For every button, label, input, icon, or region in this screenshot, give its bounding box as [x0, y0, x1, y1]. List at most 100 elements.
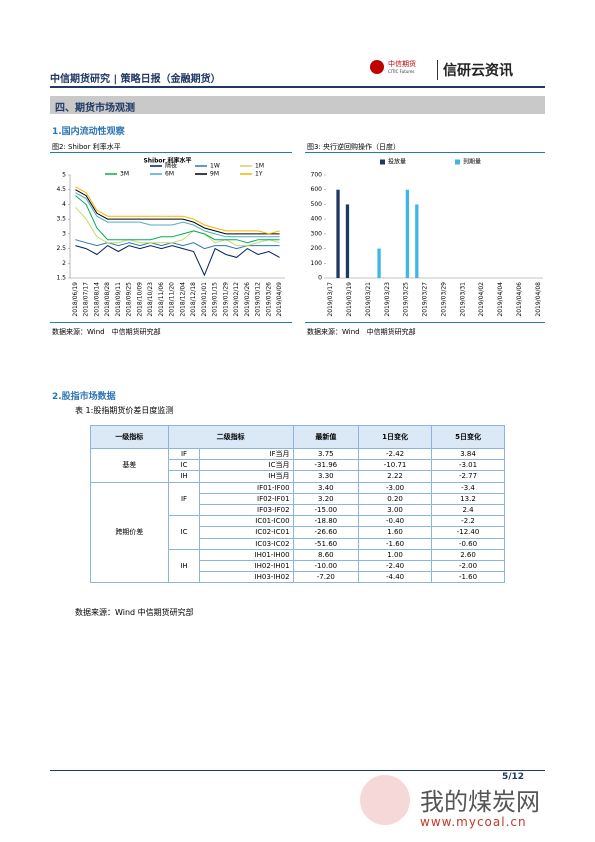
bar — [405, 189, 410, 278]
table-cell: 2.4 — [431, 503, 505, 517]
figure-caption: 图2: Shibor 利率水平 — [52, 143, 121, 151]
rule — [305, 322, 545, 323]
divider — [437, 60, 438, 80]
legend-label: 1Y — [255, 171, 263, 178]
x-tick-label: 2018/08/28 — [104, 282, 111, 317]
x-tick-label: 2019/02/12 — [233, 282, 240, 317]
rule — [305, 152, 545, 153]
table-cell: 基差 — [90, 448, 169, 483]
table-cell: IH02-IH01 — [199, 559, 294, 573]
table-row: 基差 IF IF当月 3.75 -2.42 3.84 — [90, 447, 505, 483]
table-cell: 3.40 — [292, 481, 360, 494]
table-cell: -26.60 — [292, 526, 360, 539]
table-cell: -2.77 — [431, 470, 505, 483]
x-tick-label: 2019/03/19 — [346, 282, 353, 317]
section-bar — [50, 96, 545, 114]
table-row: IF03-IF02 -15.00 3.00 2.4 — [91, 503, 505, 517]
table-cell: 3.30 — [292, 470, 360, 483]
legend-swatch — [455, 159, 460, 165]
y-tick-label: 500 — [311, 201, 323, 208]
table-cell: IF当月 — [199, 447, 294, 461]
x-tick-label: 2018/10/09 — [136, 282, 143, 317]
table-cell: IC — [167, 515, 201, 550]
x-tick-label: 2019/04/08 — [535, 282, 542, 317]
table-header: 5日变化 — [431, 425, 505, 449]
x-tick-label: 2019/04/04 — [497, 282, 504, 317]
table-cell: IC02-IC01 — [199, 526, 294, 539]
watermark-logo — [360, 775, 410, 825]
header-title: 中信期货研究 | 策略日报（金融期货） — [50, 74, 221, 85]
rule — [50, 322, 292, 323]
header-rule — [50, 86, 545, 88]
y-tick-label: 5 — [62, 172, 66, 179]
source: 数据来源：Wind 中信期货研究部 — [52, 328, 161, 336]
bar — [345, 204, 350, 278]
table-cell: -1.60 — [358, 537, 433, 550]
table-cell: -51.60 — [292, 537, 360, 550]
x-tick-label: 2018/06/19 — [72, 282, 79, 317]
table: 一级指标 二级指标 最新值 1日变化 5日变化 基差 IF IF当月 3.75 -2.42 3.84… — [90, 425, 505, 584]
logo-icon — [370, 60, 384, 74]
line-series — [75, 207, 280, 247]
x-tick-label: 2019/04/02 — [478, 282, 485, 317]
table-row: 一级指标 二级指标 最新值 1日变化 5日变化 — [90, 425, 505, 449]
table-cell: -3.01 — [431, 459, 505, 472]
bar — [415, 204, 419, 278]
table-cell: IC — [167, 459, 201, 472]
table-cell: 0.20 — [358, 492, 433, 505]
y-tick-label: 100 — [311, 260, 323, 267]
x-tick-label: 2018/08/14 — [93, 282, 100, 317]
x-tick-label: 2019/01/01 — [201, 282, 208, 317]
x-tick-label: 2019/03/23 — [384, 282, 391, 317]
logo-en: CITIC Futures — [388, 69, 415, 74]
table-cell: 13.2 — [431, 492, 505, 505]
table-cell: -18.80 — [292, 515, 360, 528]
table-cell: 2.22 — [358, 470, 433, 483]
x-tick-label: 2019/01/29 — [222, 282, 229, 317]
table-cell: IF01-IF00 — [199, 481, 294, 494]
table-cell: IC01-IC00 — [199, 515, 294, 528]
table-cell: IH当月 — [199, 470, 294, 483]
y-tick-label: 2.5 — [56, 245, 66, 252]
x-tick-label: 2019/03/12 — [255, 282, 262, 317]
legend-label: 投放量 — [388, 158, 406, 166]
table-header: 一级指标 — [90, 425, 169, 449]
x-tick-label: 2018/11/06 — [158, 282, 165, 317]
x-tick-label: 2019/03/26 — [265, 282, 272, 317]
table-header: 最新值 — [292, 425, 360, 449]
x-tick-label: 2018/12/18 — [190, 282, 197, 317]
table-cell: 1.60 — [358, 526, 433, 539]
x-tick-label: 2019/03/29 — [440, 282, 447, 317]
x-tick-label: 2018/07/17 — [83, 282, 90, 317]
subsection: 1.国内流动性观察 — [52, 127, 125, 137]
line-series — [75, 189, 280, 235]
bar — [377, 248, 381, 278]
legend-label: 1M — [255, 163, 264, 170]
table-cell: -10.00 — [292, 559, 360, 573]
table-header: 二级指标 — [167, 425, 294, 449]
y-tick-label: 700 — [311, 172, 323, 179]
table-cell: 3.20 — [292, 492, 360, 505]
table-row: IH03-IH02 -7.20 -4.40 -1.60 — [91, 571, 505, 584]
table-cell: -7.20 — [292, 571, 360, 584]
table-cell: -2.40 — [358, 559, 433, 573]
legend-label: 3M — [120, 171, 129, 178]
table-cell: 1.00 — [358, 548, 433, 561]
line-series — [75, 244, 280, 277]
table-cell: 3.75 — [292, 447, 360, 461]
x-tick-label: 2018/11/20 — [169, 282, 176, 317]
table-cell: -15.00 — [292, 503, 360, 517]
table-cell: 8.60 — [292, 548, 360, 561]
y-tick-label: 4 — [62, 201, 66, 208]
y-tick-label: 0 — [318, 275, 322, 282]
bar — [336, 189, 340, 278]
table-cell: -31.96 — [292, 459, 360, 472]
y-tick-label: 1.5 — [56, 275, 66, 282]
legend-label: 到期量 — [463, 158, 481, 166]
table-cell: -2.42 — [358, 447, 433, 461]
table-cell: IH01-IH00 — [199, 548, 294, 561]
table-row: 跨期价差 IF IF01-IF00 3.40 -3.00 -3.4 — [90, 481, 505, 584]
table-cell: 3.84 — [431, 447, 505, 461]
y-tick-label: 3.5 — [56, 216, 66, 223]
